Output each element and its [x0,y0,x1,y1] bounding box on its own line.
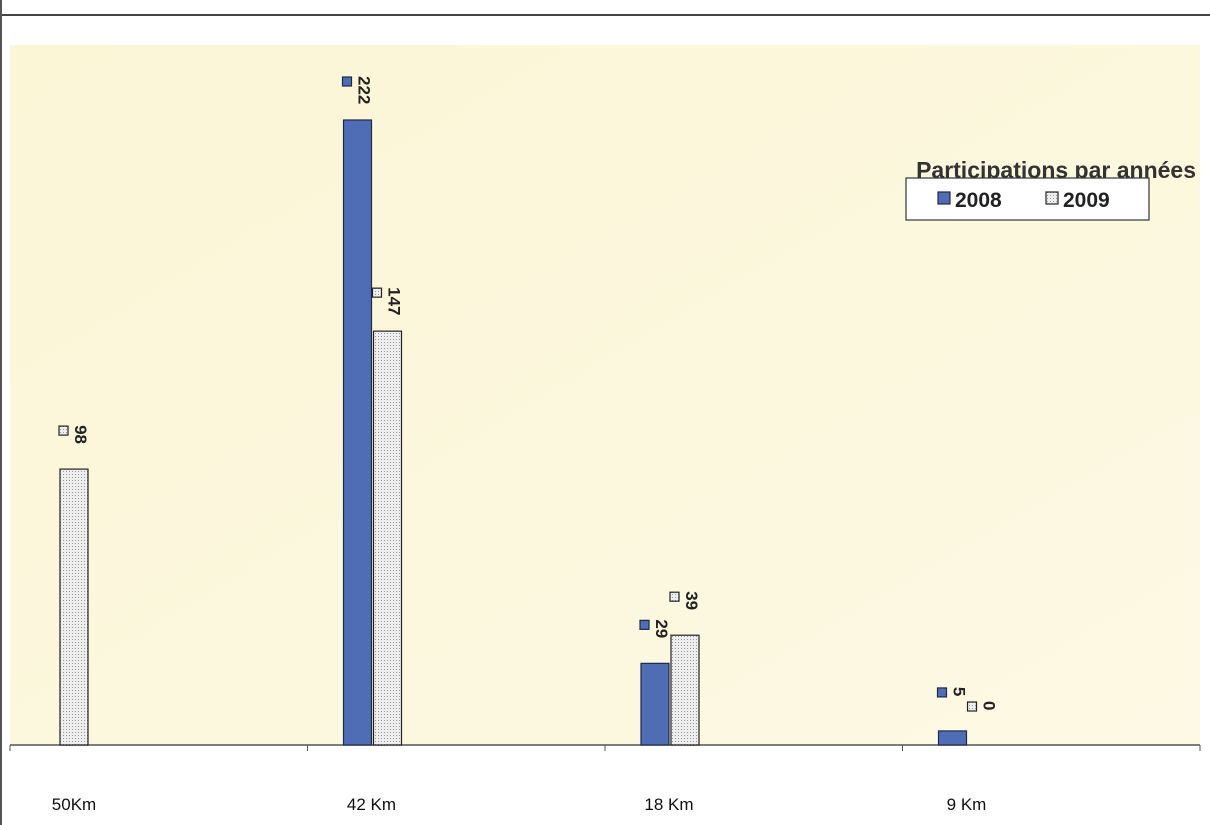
bar-2008-3 [939,731,967,745]
data-label: 39 [682,591,701,610]
plot-area [10,45,1200,745]
bar-2009-1 [374,331,402,745]
data-label-marker [968,702,977,711]
category-label: 18 Km [644,795,693,814]
category-label: 42 Km [347,795,396,814]
category-label: 50Km [52,795,96,814]
data-label-marker [640,620,649,629]
legend-swatch-2009 [1046,192,1058,204]
data-label: 5 [950,687,969,696]
data-label-marker [938,688,947,697]
category-label: 9 Km [947,795,987,814]
data-label-marker [373,288,382,297]
data-label: 98 [71,425,90,444]
bar-2009-0 [60,469,88,745]
data-label-marker [59,426,68,435]
bar-2008-1 [344,120,372,745]
bar-2009-2 [671,635,699,745]
legend-label-2009: 2009 [1063,189,1110,212]
data-label-marker [670,592,679,601]
legend-label-2008: 2008 [955,189,1002,212]
data-label: 0 [980,701,999,710]
legend-swatch-2008 [938,192,950,204]
data-label: 29 [652,619,671,638]
data-label: 147 [385,287,404,315]
bar-2008-2 [641,663,669,745]
data-label-marker [343,77,352,86]
data-label: 222 [355,76,374,104]
legend: 2008 2009 [906,178,1149,220]
